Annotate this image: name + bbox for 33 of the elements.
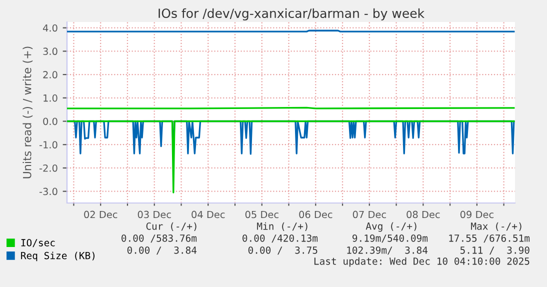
text: 9.19m/540.09m xyxy=(352,234,428,243)
x-tick-label: 05 Dec xyxy=(245,210,278,218)
y-tick-label: -3.0 xyxy=(39,188,58,196)
x-tick-label: 02 Dec xyxy=(84,210,118,218)
x-tick-label: 09 Dec xyxy=(460,210,494,218)
x-tick-label: 06 Dec xyxy=(299,210,332,218)
text: 0.00 / 3.75 xyxy=(248,246,318,255)
text: 102.39m/ 3.84 xyxy=(347,246,428,255)
y-tick-label: 2.0 xyxy=(43,71,58,78)
text: Avg (-/+) xyxy=(366,222,416,232)
y-tick-label: 4.0 xyxy=(42,24,58,32)
legend-label: IO/sec xyxy=(21,239,55,248)
text: 0.00 /583.76m xyxy=(122,234,197,243)
y-tick-label: -1.0 xyxy=(39,141,58,148)
text: 0.00 /420.13m xyxy=(242,234,318,243)
text: Last update: Wed Dec 10 04:10:00 2025 xyxy=(314,257,530,267)
text: Max (-/+) xyxy=(471,222,522,231)
x-tick-label: 08 Dec xyxy=(406,210,440,218)
text: 17.55 /676.51m xyxy=(449,234,530,243)
y-tick-label: -2.0 xyxy=(39,164,58,172)
text: 5.11 / 3.90 xyxy=(460,246,530,255)
legend-label: Req Size (KB) xyxy=(21,252,94,262)
text: 0.00 / 3.84 xyxy=(127,246,197,255)
y-tick-label: 1.0 xyxy=(44,94,58,102)
x-tick-label: 03 Dec xyxy=(138,210,171,218)
y-tick-label: 0.0 xyxy=(43,118,58,126)
x-tick-label: 07 Dec xyxy=(352,210,386,218)
y-axis-title: Units read (-) / write (+) xyxy=(22,46,33,178)
text: Min (-/+) xyxy=(257,222,308,231)
text: Cur (-/+) xyxy=(146,222,196,231)
x-tick-label: 04 Dec xyxy=(192,210,225,218)
y-tick-label: 3.0 xyxy=(43,48,58,56)
chart-title: IOs for /dev/vg-xanxicar/barman - by week xyxy=(158,8,424,20)
